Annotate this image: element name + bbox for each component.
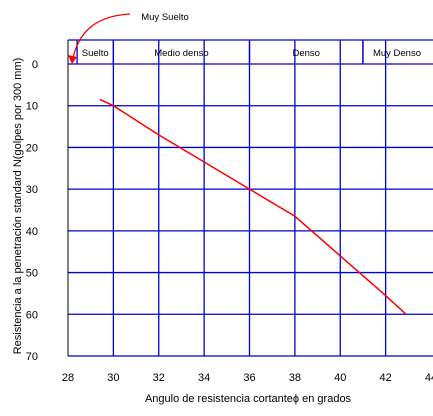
x-tick-label: 44 — [425, 372, 433, 384]
series — [99, 98, 407, 315]
x-tick-label: 34 — [198, 372, 210, 384]
y-tick-label: 10 — [26, 101, 38, 113]
y-tick-label: 40 — [26, 226, 38, 238]
x-tick-label: 28 — [62, 372, 74, 384]
x-tick-label: 36 — [243, 372, 255, 384]
y-tick-label: 0 — [32, 59, 38, 71]
annotation: Muy Suelto — [68, 12, 189, 64]
annotation-arrow — [71, 13, 131, 63]
x-tick-label: 40 — [334, 372, 346, 384]
tick-labels: 28 30 32 34 36 38 40 42 44 0 10 20 30 40 50 60 70 — [26, 59, 433, 384]
x-tick-label: 30 — [107, 372, 119, 384]
x-tick-label: 32 — [153, 372, 165, 384]
band-label: Medio denso — [154, 48, 208, 59]
y-tick-label: 50 — [26, 268, 38, 280]
y-tick-label: 70 — [26, 351, 38, 363]
grid — [67, 40, 433, 357]
y-tick-label: 60 — [26, 309, 38, 321]
band-label: Denso — [292, 48, 319, 59]
y-tick-label: 20 — [26, 142, 38, 154]
band-label: Suelto — [82, 48, 109, 59]
series-line — [99, 98, 407, 315]
annotation-label: Muy Suelto — [141, 12, 189, 23]
x-tick-label: 42 — [380, 372, 392, 384]
y-tick-label: 30 — [26, 184, 38, 196]
y-axis-label: Resistencia a la penetración standard N(… — [12, 58, 24, 355]
density-bands: Suelto Medio denso Denso Muy Denso — [68, 39, 433, 64]
band-label: Muy Denso — [373, 48, 421, 59]
annotation-arrowhead — [68, 55, 77, 64]
x-axis-label: Angulo de resistencia cortanteϕ en grado… — [145, 393, 352, 405]
x-tick-label: 38 — [289, 372, 301, 384]
